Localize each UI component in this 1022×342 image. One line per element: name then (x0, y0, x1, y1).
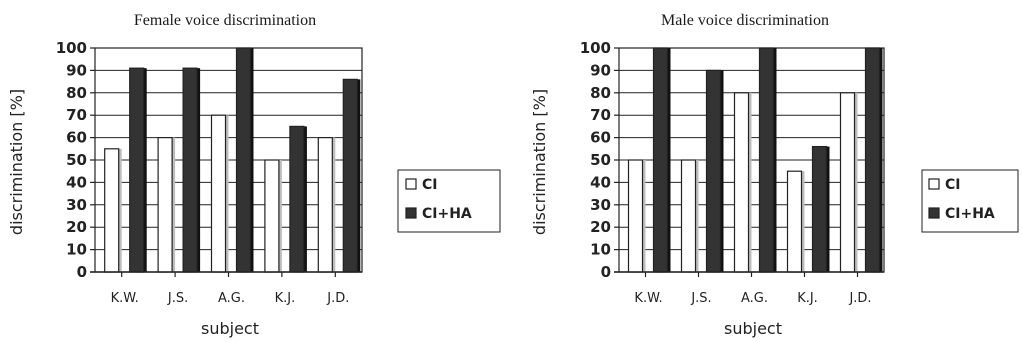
x-axis-label: subject (201, 319, 259, 338)
y-tick-label: 70 (590, 106, 611, 124)
x-tick-label: J.D. (326, 291, 349, 306)
chart-title: Male voice discrimination (661, 12, 829, 29)
legend-swatch-ci (405, 178, 417, 190)
x-tick-label: K.J. (275, 291, 296, 306)
bar-ci-kw (627, 159, 644, 273)
x-tick-label: K.J. (797, 291, 818, 306)
bar-side (748, 92, 752, 272)
bar-ci-ha-kw (129, 67, 145, 273)
plot-area: 0 10 20 30 40 50 60 70 80 90 100 K.W. J.S. A.G. K.J. J.… (56, 39, 363, 306)
male-voice-chart: Male voice discrimination discrimination… (530, 12, 1019, 338)
bar-ci-kj (786, 170, 803, 273)
y-tick-label: 40 (66, 173, 87, 191)
y-tick-label: 30 (66, 196, 87, 214)
bar-side (357, 79, 361, 272)
y-tick-label: 0 (601, 263, 611, 281)
bar-side (118, 148, 122, 272)
y-tick-label: 0 (77, 263, 87, 281)
bar-side (303, 126, 307, 273)
legend-label-ci-ha: CI+HA (422, 206, 472, 222)
y-tick-label: 80 (590, 84, 611, 102)
x-tick-label: A.G. (218, 291, 245, 306)
x-tick-label: J.S. (167, 291, 188, 306)
bar-ci-ha-jd (864, 47, 881, 273)
bar-ci-ha-kj (811, 145, 828, 273)
legend-label-ci-ha: CI+HA (945, 206, 995, 222)
y-tick-label: 60 (66, 129, 87, 147)
bar-ci-jd (317, 137, 333, 273)
x-tick-label: K.W. (634, 291, 662, 306)
y-tick-label: 70 (66, 106, 87, 124)
bar-ci-js (157, 137, 173, 273)
x-tick-label: K.W. (111, 291, 139, 306)
chart-title: Female voice discrimination (134, 12, 316, 29)
y-tick-label: 20 (66, 218, 87, 236)
bar-ci-ag (733, 92, 750, 273)
y-tick-label: 50 (66, 151, 87, 169)
bar-side (197, 68, 201, 272)
bar-ci-js (680, 159, 697, 273)
bar-side (250, 48, 254, 272)
bar-side (826, 146, 830, 272)
y-tick-label: 90 (66, 61, 87, 79)
y-tick-label: 40 (590, 173, 611, 191)
y-axis-label: discrimination [%] (7, 89, 26, 235)
bar-ci-ha-jd (342, 78, 358, 273)
legend-swatch-ci-ha (928, 207, 940, 219)
x-axis-label: subject (724, 319, 782, 338)
bar-side (172, 137, 176, 272)
bar-ci-ha-kw (652, 47, 669, 273)
y-tick-label: 100 (580, 39, 611, 57)
x-tick-label: A.G. (741, 291, 768, 306)
bar-side (225, 115, 229, 272)
legend-swatch-ci-ha (405, 207, 417, 219)
bar-ci-ha-kj (289, 125, 305, 273)
bar-side (720, 70, 724, 273)
legend-swatch-ci (928, 178, 940, 190)
y-tick-label: 10 (66, 241, 87, 259)
y-tick-label: 60 (590, 129, 611, 147)
y-axis-label: discrimination [%] (530, 89, 549, 235)
bar-ci-ha-ag (758, 47, 775, 273)
legend-label-ci: CI (422, 177, 437, 193)
bar-ci-ha-js (182, 67, 198, 273)
legend: CI CI+HA (921, 169, 1019, 233)
bar-side (854, 92, 858, 272)
x-tick-label: J.D. (848, 291, 871, 306)
bar-side (667, 48, 671, 272)
y-tick-label: 10 (590, 241, 611, 259)
bar-ci-ha-ag (235, 47, 252, 273)
bar-ci-ag (210, 114, 227, 273)
y-tick-label: 80 (66, 84, 87, 102)
legend: CI CI+HA (397, 169, 501, 233)
y-tick-label: 30 (590, 196, 611, 214)
bar-side (773, 48, 777, 272)
y-tick-label: 50 (590, 151, 611, 169)
bar-ci-jd (839, 92, 856, 273)
plot-area: 0 10 20 30 40 50 60 70 80 90 100 K.W. J.S. A.G. K.J. J.… (580, 39, 885, 306)
bar-side (879, 48, 883, 272)
y-tick-label: 100 (56, 39, 87, 57)
y-tick-label: 90 (590, 61, 611, 79)
bar-ci-ha-js (705, 69, 722, 273)
bar-ci-kj (264, 159, 280, 273)
x-tick-label: J.S. (690, 291, 711, 306)
bar-side (143, 68, 147, 272)
bar-side (801, 171, 805, 272)
y-tick-label: 20 (590, 218, 611, 236)
bar-side (332, 137, 336, 272)
female-voice-chart: Female voice discrimination discriminati… (7, 12, 501, 338)
bar-ci-kw (104, 148, 120, 273)
legend-label-ci: CI (945, 177, 960, 193)
bar-side (642, 160, 646, 272)
bar-side (278, 160, 282, 272)
bar-side (695, 160, 699, 272)
